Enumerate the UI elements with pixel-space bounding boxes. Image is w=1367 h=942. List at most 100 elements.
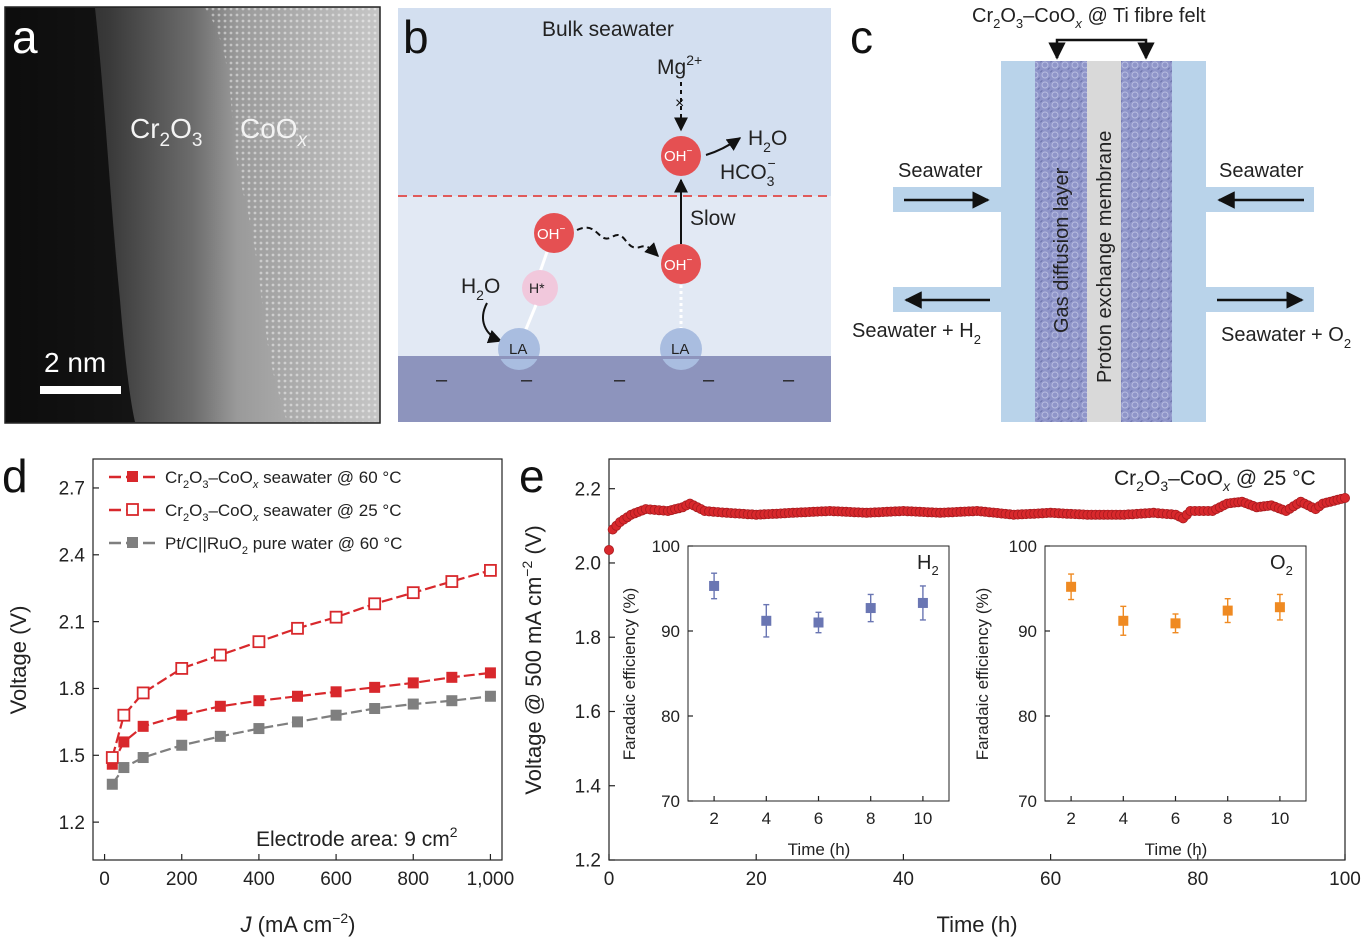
data-point: [1274, 602, 1285, 613]
legend-item-3: Pt/C||RuO2 pure water @ 60 °C: [109, 534, 402, 557]
data-point: [118, 762, 130, 774]
data-point: [292, 716, 303, 728]
panel-letter-a: a: [12, 11, 38, 63]
panel-a: a Cr2O3 CoOx 2 nm: [4, 6, 381, 424]
y-tick-label: 1.2: [59, 813, 85, 834]
data-point: [214, 730, 226, 742]
y-tick-label: 1.8: [575, 628, 601, 649]
x-tick-label: 200: [166, 869, 198, 890]
legend-item-2: Cr2O3–CoOx seawater @ 25 °C: [109, 501, 401, 524]
left-channel: [1001, 61, 1035, 422]
inset-o2-x-title: Time (h): [1145, 840, 1208, 859]
x-tick-label: 400: [243, 869, 275, 890]
surface-charge: –: [521, 369, 533, 391]
h-star-species: [522, 270, 558, 306]
series-line-3: [111, 695, 491, 785]
inset-h2-label: H2: [917, 552, 939, 578]
y-tick-label: 70: [1018, 792, 1037, 811]
lewis-acid-site-left: [498, 328, 540, 370]
oh-label-top: OH−: [664, 146, 693, 165]
oh-ion-top: [661, 136, 701, 176]
product-arrow: [705, 137, 742, 156]
y-tick-label: 1.4: [575, 776, 602, 797]
data-point: [407, 698, 419, 710]
data-point: [1170, 618, 1181, 629]
inset-series-o2: [1066, 573, 1285, 636]
h-star-label: H*: [529, 280, 545, 296]
y-tick-label: 2.7: [59, 479, 85, 500]
data-point: [484, 667, 496, 679]
interface-region: [398, 196, 831, 356]
data-point: [813, 617, 824, 628]
electrode-area-annotation: Electrode area: 9 cm2: [256, 824, 458, 851]
inset-h2-x-title: Time (h): [788, 840, 851, 859]
data-point: [118, 736, 130, 748]
data-point: [445, 575, 459, 588]
legend-d: Cr2O3–CoOx seawater @ 60 °C Cr2O3–CoOx s…: [109, 468, 402, 557]
x-tick-label: 10: [913, 809, 932, 828]
bulk-seawater-region: [398, 8, 831, 196]
data-point: [117, 708, 131, 722]
surface-charge: –: [783, 369, 795, 391]
x-tick-label: 10: [1270, 809, 1289, 828]
seawater-right-label: Seawater: [1219, 160, 1304, 182]
data-point: [137, 752, 149, 764]
legend-label-2: Cr2O3–CoOx seawater @ 25 °C: [165, 501, 401, 524]
h2o-left-label: H2O: [461, 275, 500, 303]
data-point: [1222, 605, 1233, 616]
y-tick-label: 80: [1018, 707, 1037, 726]
h2o-product-label: H2O: [748, 127, 787, 155]
seawater-left-label: Seawater: [898, 160, 983, 182]
legend-marker-3: [127, 537, 138, 548]
y-tick-label: 1.8: [59, 679, 85, 700]
oh-label-mid: OH−: [664, 255, 693, 274]
data-point: [214, 700, 226, 712]
stem-dark-region: [6, 8, 135, 422]
data-point: [291, 621, 304, 635]
electrode-cover: [398, 356, 831, 359]
data-point: [253, 723, 265, 735]
annotation-e: Cr2O3–CoOx @ 25 °C: [1114, 467, 1316, 494]
y-tick-label: 80: [661, 707, 680, 726]
anode-felt: [1121, 61, 1172, 422]
legend-label-1: Cr2O3–CoOx seawater @ 60 °C: [165, 468, 401, 491]
lewis-acid-site-right: [660, 328, 702, 370]
scale-bar: [40, 386, 121, 394]
data-point: [176, 709, 188, 721]
x-tick-label: 6: [1171, 809, 1180, 828]
data-point: [292, 690, 303, 702]
plot-series-e: [604, 492, 1351, 556]
pem-label: Proton exchange membrane: [1094, 131, 1116, 383]
right-channel: [1172, 61, 1206, 422]
data-point: [369, 681, 381, 693]
data-point: [917, 597, 928, 608]
x-tick-label: 6: [814, 809, 823, 828]
gdl-label: Gas diffusion layer: [1051, 167, 1073, 333]
data-point: [446, 671, 458, 683]
cr2o3-label: Cr2O3: [130, 113, 202, 151]
hstar-la-bond: [522, 304, 538, 335]
data-point: [1118, 615, 1129, 626]
migration-dashed-arrow: [576, 226, 659, 257]
data-point: [1340, 492, 1351, 503]
data-point: [604, 545, 615, 556]
plot-frame-d: [92, 458, 503, 861]
y-tick-label: 90: [1018, 622, 1037, 641]
y-axis-title-d: Voltage (V): [6, 606, 31, 715]
x-axis-title-e: Time (h): [936, 912, 1017, 937]
inset-o2-y-title: Faradaic efficiency (%): [973, 588, 992, 761]
data-point: [407, 677, 419, 689]
proton-exchange-membrane: [1087, 61, 1121, 422]
panel-letter-c: c: [850, 11, 873, 63]
data-point: [446, 695, 458, 707]
plot-series-d: [105, 563, 497, 790]
oh-ion-left: [534, 213, 574, 253]
series-line-2: [111, 569, 491, 758]
legend-item-1: Cr2O3–CoOx seawater @ 60 °C: [109, 468, 401, 491]
x-tick-label: 8: [866, 809, 875, 828]
x-tick-label: 0: [99, 869, 110, 890]
gas-diffusion-layer: [1035, 61, 1087, 422]
mg-ion-label: Mg2+: [657, 52, 702, 79]
y-tick-label: 2.2: [575, 479, 601, 500]
